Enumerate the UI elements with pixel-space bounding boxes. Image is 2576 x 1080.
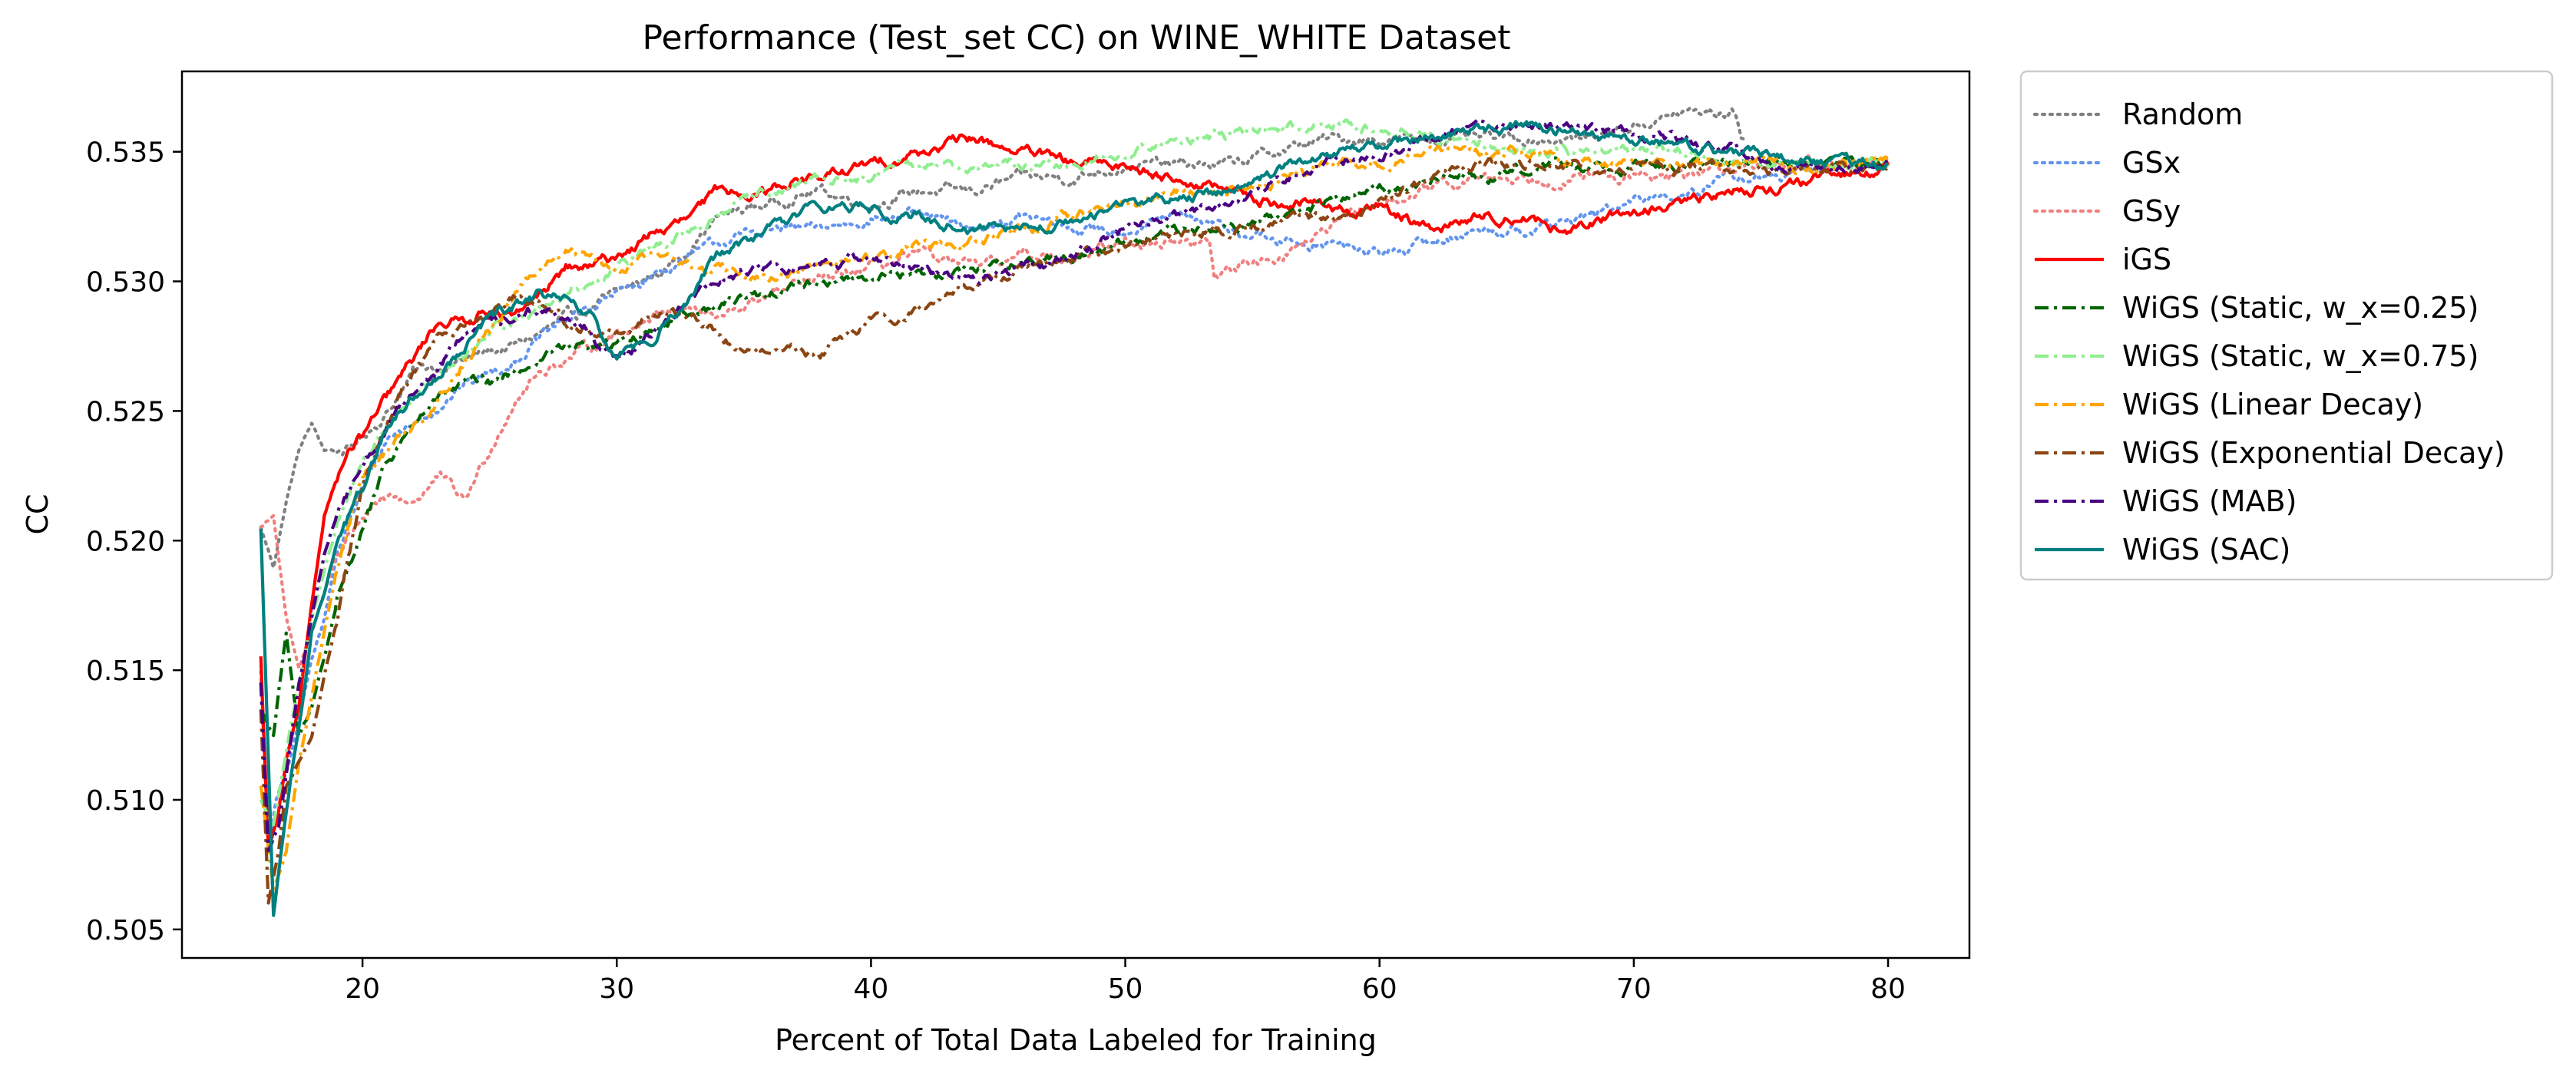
legend-label: WiGS (Exponential Decay): [2122, 436, 2505, 470]
series-layer: [259, 106, 1890, 917]
legend-label: WiGS (Linear Decay): [2122, 388, 2423, 421]
legend-label: GSy: [2122, 194, 2181, 228]
y-tick-label: 0.520: [86, 526, 165, 557]
legend-label: Random: [2122, 97, 2243, 131]
x-tick-label: 70: [1616, 973, 1652, 1005]
legend-label: GSx: [2122, 146, 2181, 180]
legend-frame: [2019, 70, 2554, 581]
chart-title: Performance (Test_set CC) on WINE_WHITE …: [643, 18, 1511, 58]
series-line: [259, 117, 1890, 853]
x-tick-label: 60: [1362, 973, 1397, 1005]
series-line: [259, 157, 1890, 905]
legend-label: WiGS (Static, w_x=0.25): [2122, 291, 2478, 325]
x-tick-label: 20: [345, 973, 380, 1005]
legend-label: iGS: [2122, 243, 2171, 276]
y-tick-label: 0.510: [86, 785, 165, 817]
y-tick-label: 0.515: [86, 656, 165, 687]
series-line: [259, 106, 1745, 570]
plot-frame: [180, 70, 1971, 959]
y-tick-label: 0.505: [86, 915, 165, 946]
y-tick-label: 0.535: [86, 137, 165, 169]
y-axis: 0.505 0.510 0.515 0.520 0.525 0.530 0.535: [86, 137, 182, 946]
legend-label: WiGS (SAC): [2122, 533, 2290, 566]
legend: Random GSx GSy iGS WiGS (Static, w_x=0.25) Wi…: [2019, 70, 2554, 581]
y-tick-label: 0.525: [86, 396, 165, 428]
x-axis-label: Percent of Total Data Labeled for Traini…: [775, 1023, 1377, 1057]
series-line: [259, 144, 1890, 890]
legend-label: WiGS (Static, w_x=0.75): [2122, 339, 2478, 373]
x-tick-label: 80: [1870, 973, 1906, 1005]
y-tick-label: 0.530: [86, 267, 165, 299]
legend-items: Random GSx GSy iGS WiGS (Static, w_x=0.25) Wi…: [2032, 97, 2505, 566]
x-tick-label: 40: [854, 973, 889, 1005]
x-axis: 20 30 40 50 60 70 80: [345, 958, 1906, 1005]
x-tick-label: 50: [1108, 973, 1143, 1005]
legend-label: WiGS (MAB): [2122, 484, 2297, 518]
y-axis-label: CC: [21, 494, 55, 534]
series-line: [259, 120, 1889, 917]
x-tick-label: 30: [599, 973, 634, 1005]
series-line: [259, 118, 1890, 827]
series-line: [259, 159, 1890, 852]
